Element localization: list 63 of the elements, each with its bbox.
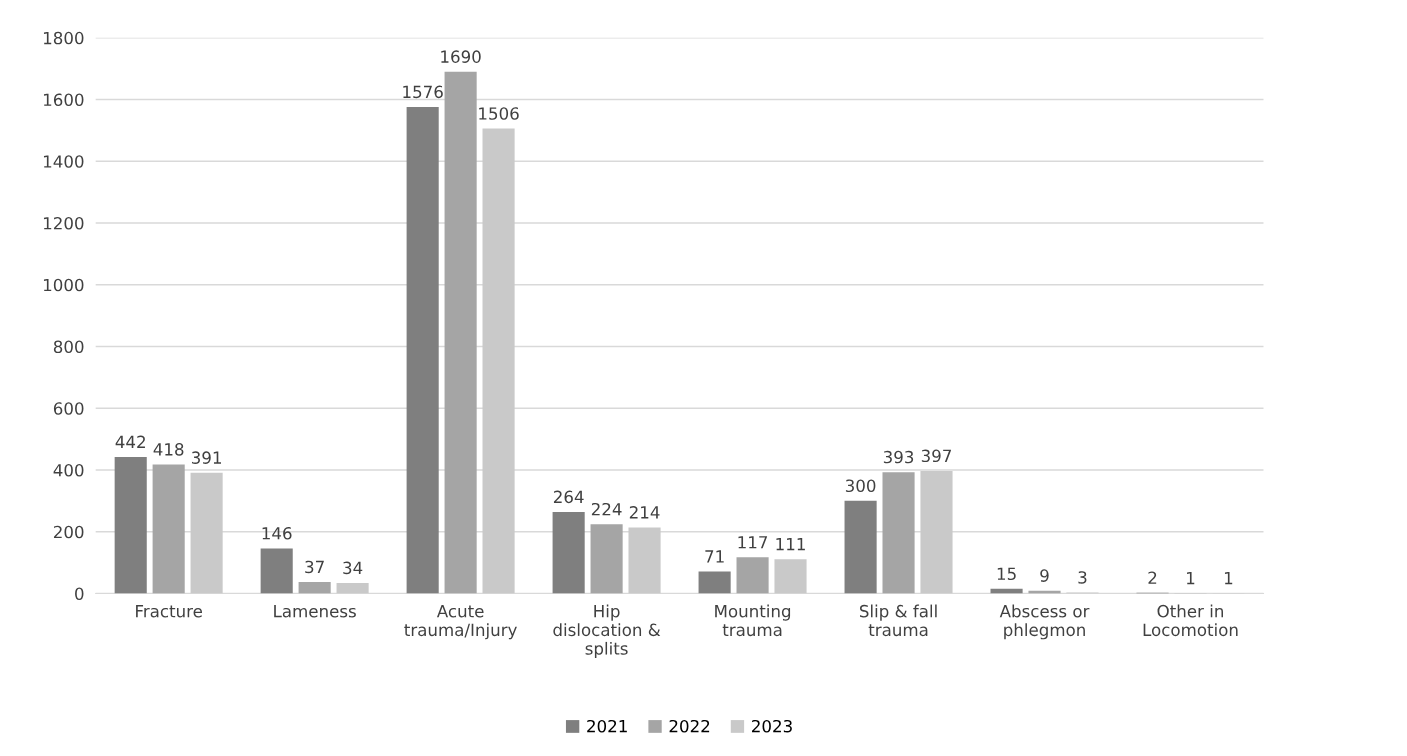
x-tick-label: Hip dislocation & splits xyxy=(553,604,661,659)
y-tick-label: 1800 xyxy=(43,31,84,45)
x-tick-label: Other in Locomotion xyxy=(1143,604,1238,637)
y-tick-label: 1600 xyxy=(43,93,84,107)
data-label: 9 xyxy=(1040,569,1049,582)
bar xyxy=(444,71,477,594)
data-label: 391 xyxy=(191,451,221,464)
data-label: 1 xyxy=(1187,571,1195,585)
y-tick-label: 0 xyxy=(75,587,84,601)
data-label: 2 xyxy=(1148,571,1157,584)
bar xyxy=(844,500,877,594)
data-label: 37 xyxy=(305,560,324,574)
data-label: 264 xyxy=(553,490,584,504)
legend-label: 2022 xyxy=(669,719,710,733)
bar xyxy=(482,128,515,594)
data-label: 442 xyxy=(115,435,145,448)
bar xyxy=(406,106,439,594)
data-label: 3 xyxy=(1078,571,1087,584)
data-label: 146 xyxy=(262,527,292,540)
data-label: 111 xyxy=(776,538,805,551)
legend-label: 2023 xyxy=(752,719,792,733)
x-tick-label: Fracture xyxy=(136,605,202,618)
y-tick-label: 1200 xyxy=(43,216,84,230)
x-tick-label: Slip & fall trauma xyxy=(859,604,937,637)
y-tick-label: 600 xyxy=(53,402,84,415)
data-label: 418 xyxy=(153,443,184,456)
bar xyxy=(114,457,147,594)
y-tick-label: 200 xyxy=(53,525,84,539)
bar xyxy=(190,472,223,594)
bar xyxy=(628,527,661,594)
bar xyxy=(152,464,185,594)
data-label: 71 xyxy=(705,550,724,563)
bar xyxy=(698,571,731,594)
bar xyxy=(590,524,623,594)
bar xyxy=(298,582,331,594)
data-label: 1506 xyxy=(479,107,519,120)
bar xyxy=(882,472,915,594)
bar xyxy=(774,559,807,594)
bar xyxy=(552,511,585,594)
bar xyxy=(736,557,769,594)
bar xyxy=(260,548,293,594)
data-label: 397 xyxy=(921,449,951,463)
y-tick-label: 800 xyxy=(53,340,84,354)
data-label: 15 xyxy=(997,567,1016,581)
bar xyxy=(336,582,369,594)
data-label: 117 xyxy=(738,536,768,549)
legend-label: 2021 xyxy=(587,719,627,733)
bar xyxy=(920,470,953,594)
y-tick-label: 1000 xyxy=(43,278,84,292)
data-label: 1690 xyxy=(441,50,481,63)
x-tick-label: Lameness xyxy=(274,605,356,618)
y-tick-label: 400 xyxy=(53,463,84,477)
data-label: 224 xyxy=(591,502,622,516)
data-label: 1576 xyxy=(403,85,443,99)
data-label: 1 xyxy=(1224,571,1233,585)
x-tick-label: Acute trauma/Injury xyxy=(404,605,517,640)
x-tick-label: Mounting trauma xyxy=(715,604,791,637)
y-tick-label: 1400 xyxy=(43,155,84,168)
data-label: 214 xyxy=(629,506,660,519)
data-label: 34 xyxy=(343,561,363,575)
data-label: 393 xyxy=(883,450,914,464)
data-label: 300 xyxy=(845,479,876,493)
x-tick-label: Abscess or phlegmon xyxy=(999,604,1090,640)
